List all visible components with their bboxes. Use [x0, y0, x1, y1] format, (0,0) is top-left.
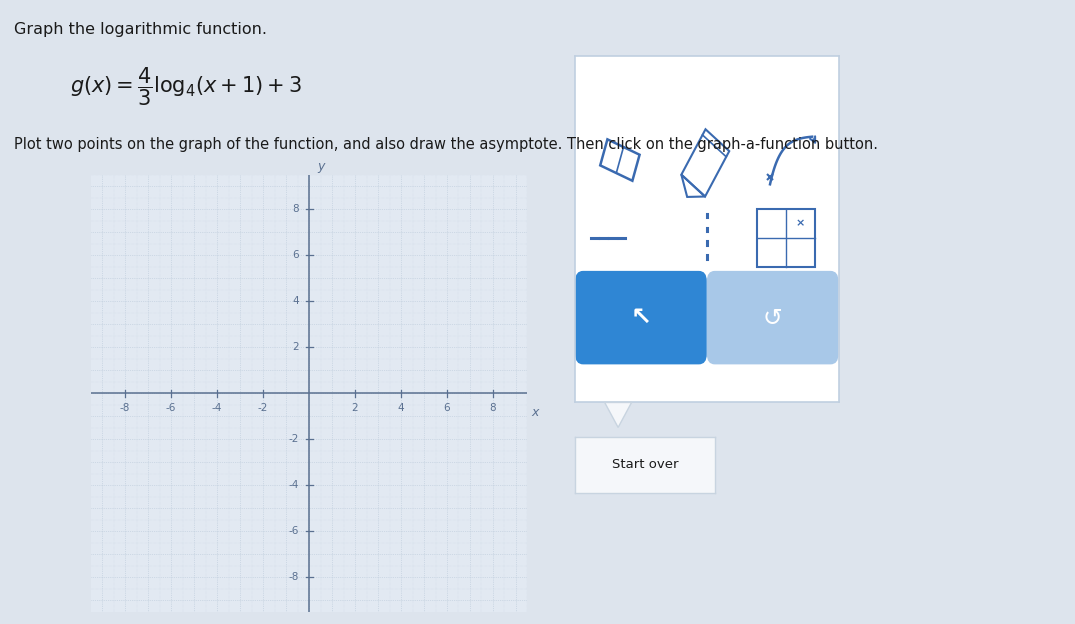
Text: 4: 4: [292, 296, 299, 306]
Text: Graph the logarithmic function.: Graph the logarithmic function.: [14, 22, 267, 37]
Text: 4: 4: [398, 404, 404, 414]
Text: -8: -8: [288, 572, 299, 582]
Text: y: y: [317, 160, 325, 173]
Text: 2: 2: [352, 404, 358, 414]
Text: 2: 2: [292, 342, 299, 352]
Text: 8: 8: [292, 204, 299, 214]
Text: -8: -8: [120, 404, 130, 414]
Text: 6: 6: [292, 250, 299, 260]
Text: 8: 8: [490, 404, 497, 414]
FancyBboxPatch shape: [757, 208, 815, 268]
Text: $g\left(x\right)=\dfrac{4}{3}\log_4\!\left(x+1\right)+3$: $g\left(x\right)=\dfrac{4}{3}\log_4\!\le…: [70, 66, 302, 108]
Text: Start over: Start over: [612, 459, 678, 471]
Text: -2: -2: [258, 404, 269, 414]
FancyBboxPatch shape: [707, 271, 838, 364]
Text: -6: -6: [288, 526, 299, 536]
Text: ×: ×: [796, 218, 805, 228]
Text: x: x: [532, 406, 540, 419]
Text: ↺: ↺: [763, 306, 783, 329]
Text: Plot two points on the graph of the function, and also draw the asymptote. Then : Plot two points on the graph of the func…: [14, 137, 878, 152]
Text: -4: -4: [212, 404, 223, 414]
Text: -4: -4: [288, 480, 299, 490]
Text: ↖: ↖: [630, 306, 651, 329]
Text: -2: -2: [288, 434, 299, 444]
Text: 6: 6: [444, 404, 450, 414]
FancyBboxPatch shape: [575, 271, 707, 364]
Text: -6: -6: [166, 404, 176, 414]
